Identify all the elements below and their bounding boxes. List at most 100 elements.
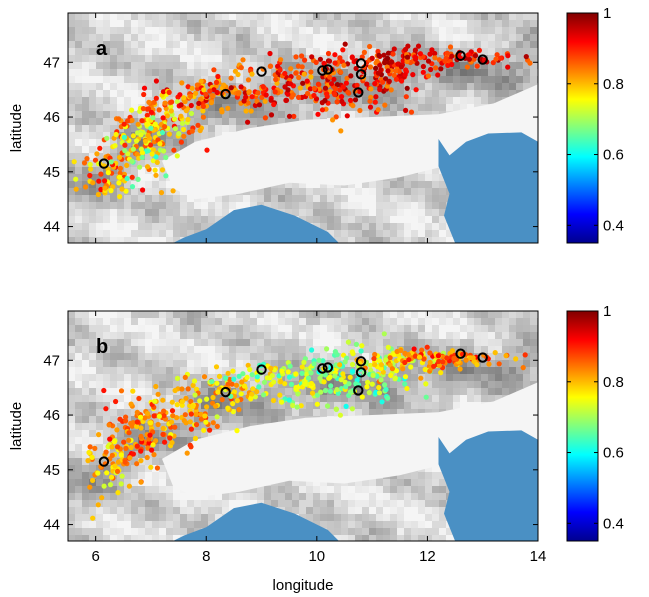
data-point (316, 357, 322, 363)
data-point (416, 354, 423, 360)
data-point (179, 80, 185, 86)
data-point (197, 398, 203, 404)
data-point (286, 113, 293, 119)
data-point (117, 174, 123, 180)
data-point (157, 141, 163, 147)
data-point (119, 186, 125, 192)
data-point (425, 73, 431, 79)
data-point (201, 427, 207, 433)
data-point (398, 347, 404, 353)
data-point (361, 49, 367, 56)
data-point (322, 85, 329, 91)
y-tick-label: 47 (43, 352, 60, 369)
data-point (197, 96, 204, 102)
data-point (103, 406, 109, 412)
data-point (146, 99, 152, 105)
data-point (476, 47, 482, 54)
data-point (163, 173, 169, 179)
data-point (263, 92, 269, 98)
data-point (138, 433, 144, 439)
data-point (420, 69, 426, 75)
data-point (368, 362, 374, 368)
data-point (365, 379, 371, 385)
data-point (228, 75, 234, 81)
data-point (252, 102, 258, 108)
data-point (148, 125, 154, 131)
data-point (428, 66, 434, 73)
data-point (423, 381, 429, 387)
colorbar-tick-label: 1 (603, 303, 611, 320)
data-point (181, 133, 187, 139)
data-point (340, 84, 346, 90)
data-point (208, 100, 214, 106)
data-point (243, 108, 249, 114)
data-point (223, 375, 229, 381)
data-point (214, 423, 220, 429)
data-point (332, 91, 338, 98)
data-point (166, 131, 172, 137)
data-point (424, 344, 430, 350)
data-point (170, 413, 176, 419)
data-point (128, 444, 134, 451)
data-point (141, 85, 148, 91)
data-point (201, 374, 208, 380)
data-point (185, 84, 191, 90)
data-point (339, 98, 345, 104)
data-point (81, 160, 88, 166)
data-point (379, 399, 385, 405)
data-point (449, 348, 456, 354)
data-point (137, 164, 143, 170)
data-point (197, 127, 203, 134)
data-point (353, 381, 359, 387)
data-point (349, 361, 356, 368)
data-point (241, 383, 248, 389)
data-point (189, 128, 195, 134)
data-point (96, 432, 102, 438)
data-point (202, 413, 208, 419)
data-point (195, 104, 201, 110)
data-point (97, 145, 103, 151)
data-point (290, 92, 296, 98)
station-marker (455, 50, 466, 61)
data-point (122, 142, 128, 148)
data-point (406, 357, 412, 363)
data-point (178, 113, 184, 119)
data-point (96, 178, 102, 184)
data-point (383, 76, 389, 82)
data-point (147, 432, 153, 438)
data-point (370, 372, 376, 378)
data-point (338, 377, 344, 383)
data-point (129, 174, 135, 180)
data-point (164, 113, 170, 119)
data-point (190, 382, 196, 388)
data-point (354, 82, 360, 88)
data-point (309, 54, 315, 60)
data-point (385, 68, 391, 74)
data-point (415, 43, 422, 49)
data-point (383, 386, 389, 393)
data-point (83, 184, 89, 190)
data-point (466, 56, 472, 62)
data-point (116, 180, 122, 186)
data-point (108, 474, 115, 480)
data-point (413, 87, 419, 93)
data-point (135, 121, 141, 127)
data-point (148, 109, 154, 115)
x-tick-label: 14 (530, 548, 547, 565)
data-point (101, 387, 107, 394)
data-point (204, 396, 210, 402)
data-point (193, 422, 200, 428)
data-point (155, 391, 161, 397)
data-point (402, 72, 408, 78)
data-point (472, 53, 479, 59)
colorbar-gradient (566, 310, 599, 542)
data-point (494, 52, 500, 58)
data-point (272, 89, 278, 95)
data-point (150, 115, 156, 121)
data-point (493, 56, 499, 62)
station-marker (322, 362, 334, 373)
data-point (162, 100, 168, 106)
data-point (372, 81, 378, 87)
data-point (474, 362, 480, 368)
data-point (238, 65, 244, 71)
